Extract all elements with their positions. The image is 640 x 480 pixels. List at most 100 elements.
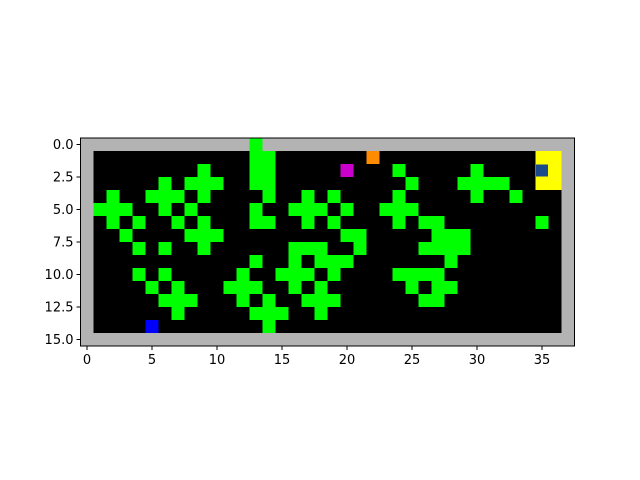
plant-cell xyxy=(288,242,302,255)
plant-cell xyxy=(262,307,276,320)
y-axis-ticks: 0.0 2.5 5.0 7.5 10.0 12.5 15.0 xyxy=(45,138,81,348)
plant-cell xyxy=(171,190,185,203)
plant-cell xyxy=(197,164,211,177)
plant-cell xyxy=(184,229,198,242)
plant-cell xyxy=(301,294,315,307)
goal-cell xyxy=(535,177,549,190)
plant-cell xyxy=(470,164,484,177)
plant-cell xyxy=(249,203,263,216)
plant-cell xyxy=(119,229,133,242)
plant-cell xyxy=(392,216,406,229)
agent-cell xyxy=(536,164,548,177)
plant-cell xyxy=(106,203,120,216)
plant-cell xyxy=(405,177,419,190)
plant-cell xyxy=(132,216,146,229)
plant-cell xyxy=(509,190,523,203)
grid-cells xyxy=(80,138,575,346)
plant-cell xyxy=(171,307,185,320)
plant-cell xyxy=(444,255,458,268)
plant-cell xyxy=(210,229,224,242)
plant-cell xyxy=(431,229,445,242)
plant-cell xyxy=(301,190,315,203)
plant-cell xyxy=(340,203,354,216)
plant-cell xyxy=(249,281,263,294)
plant-cell xyxy=(262,164,276,177)
plant-cell xyxy=(353,242,367,255)
plant-cell xyxy=(340,229,354,242)
plant-cell xyxy=(327,216,341,229)
plant-cell xyxy=(262,294,276,307)
y-tick-label: 10.0 xyxy=(45,268,74,283)
plant-cell xyxy=(106,190,120,203)
plant-cell xyxy=(197,177,211,190)
y-tick-label: 0.0 xyxy=(53,138,74,153)
plant-cell xyxy=(314,281,328,294)
plant-cell xyxy=(431,268,445,281)
plant-cell xyxy=(145,190,159,203)
goal-cell xyxy=(548,177,562,190)
plant-cell xyxy=(392,268,406,281)
x-tick-label: 35 xyxy=(534,353,551,368)
x-tick-label: 0 xyxy=(83,353,91,368)
x-tick-label: 10 xyxy=(209,353,226,368)
x-tick-label: 5 xyxy=(148,353,156,368)
plant-cell xyxy=(262,177,276,190)
plant-cell xyxy=(106,216,120,229)
plant-cell xyxy=(184,177,198,190)
plant-cell xyxy=(314,242,328,255)
plant-cell xyxy=(314,294,328,307)
plant-cell xyxy=(145,281,159,294)
plant-cell xyxy=(405,281,419,294)
plant-cell xyxy=(288,268,302,281)
plant-cell xyxy=(132,242,146,255)
plant-cell xyxy=(184,294,198,307)
x-axis-ticks: 0 5 10 15 20 25 30 35 xyxy=(83,346,550,368)
plant-cell xyxy=(418,268,432,281)
plant-cell xyxy=(405,268,419,281)
plant-cell xyxy=(262,190,276,203)
plant-cell xyxy=(496,177,510,190)
plant-cell xyxy=(197,242,211,255)
goal-cell xyxy=(548,151,562,164)
plant-cell xyxy=(431,216,445,229)
plant-cell xyxy=(249,164,263,177)
orange-item-cell xyxy=(366,151,380,164)
plant-cell xyxy=(249,216,263,229)
blue-player-cell xyxy=(145,320,159,333)
plant-cell xyxy=(158,203,172,216)
plant-cell xyxy=(470,190,484,203)
plant-cell xyxy=(158,190,172,203)
plant-cell xyxy=(223,281,237,294)
plant-cell xyxy=(288,203,302,216)
plant-cell xyxy=(431,281,445,294)
plant-cell xyxy=(236,294,250,307)
plant-cell xyxy=(327,255,341,268)
goal-cell xyxy=(535,151,549,164)
plant-cell xyxy=(392,164,406,177)
plant-cell xyxy=(444,281,458,294)
plant-cell xyxy=(275,307,289,320)
plant-cell xyxy=(171,294,185,307)
plant-cell xyxy=(171,281,185,294)
magenta-item-cell xyxy=(340,164,354,177)
plant-cell xyxy=(301,216,315,229)
plant-cell xyxy=(132,268,146,281)
plant-cell xyxy=(340,255,354,268)
plant-cell xyxy=(249,138,263,151)
plant-cell xyxy=(184,203,198,216)
plant-cell xyxy=(236,268,250,281)
plant-cell xyxy=(418,242,432,255)
plant-cell xyxy=(327,294,341,307)
plant-cell xyxy=(158,242,172,255)
plant-cell xyxy=(288,281,302,294)
plant-cell xyxy=(457,242,471,255)
plant-cell xyxy=(119,203,133,216)
plant-cell xyxy=(392,190,406,203)
plant-cell xyxy=(249,307,263,320)
x-tick-label: 20 xyxy=(339,353,356,368)
plant-cell xyxy=(392,203,406,216)
plant-cell xyxy=(262,320,276,333)
plant-cell xyxy=(314,307,328,320)
plant-cell xyxy=(301,242,315,255)
